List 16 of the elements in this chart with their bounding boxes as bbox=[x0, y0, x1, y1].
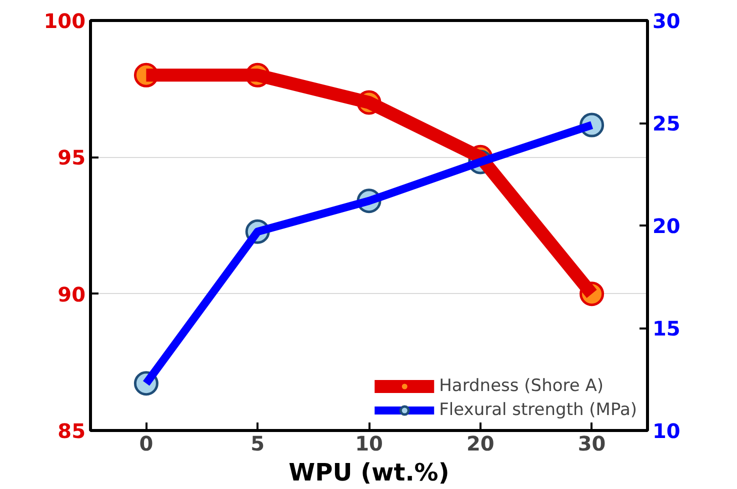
y-tick-label: 85 bbox=[58, 419, 86, 443]
y-tick-label: 95 bbox=[58, 146, 86, 170]
x-tick-label: 20 bbox=[466, 432, 494, 456]
x-tick-label: 10 bbox=[355, 432, 383, 456]
x-tick-label: 5 bbox=[250, 432, 265, 456]
y2-tick-label: 30 bbox=[652, 9, 680, 33]
legend-label: Hardness (Shore A) bbox=[439, 376, 604, 396]
x-tick-label: 30 bbox=[578, 432, 606, 456]
y-tick-label: 90 bbox=[58, 282, 86, 306]
x-axis-title: WPU (wt.%) bbox=[288, 458, 450, 486]
legend-label: Flexural strength (MPa) bbox=[439, 400, 637, 420]
y2-tick-label: 25 bbox=[652, 112, 680, 136]
y2-tick-label: 20 bbox=[652, 214, 680, 238]
y2-tick-label: 15 bbox=[652, 316, 680, 340]
x-tick-label: 0 bbox=[139, 432, 154, 456]
y-tick-label: 100 bbox=[44, 9, 86, 33]
